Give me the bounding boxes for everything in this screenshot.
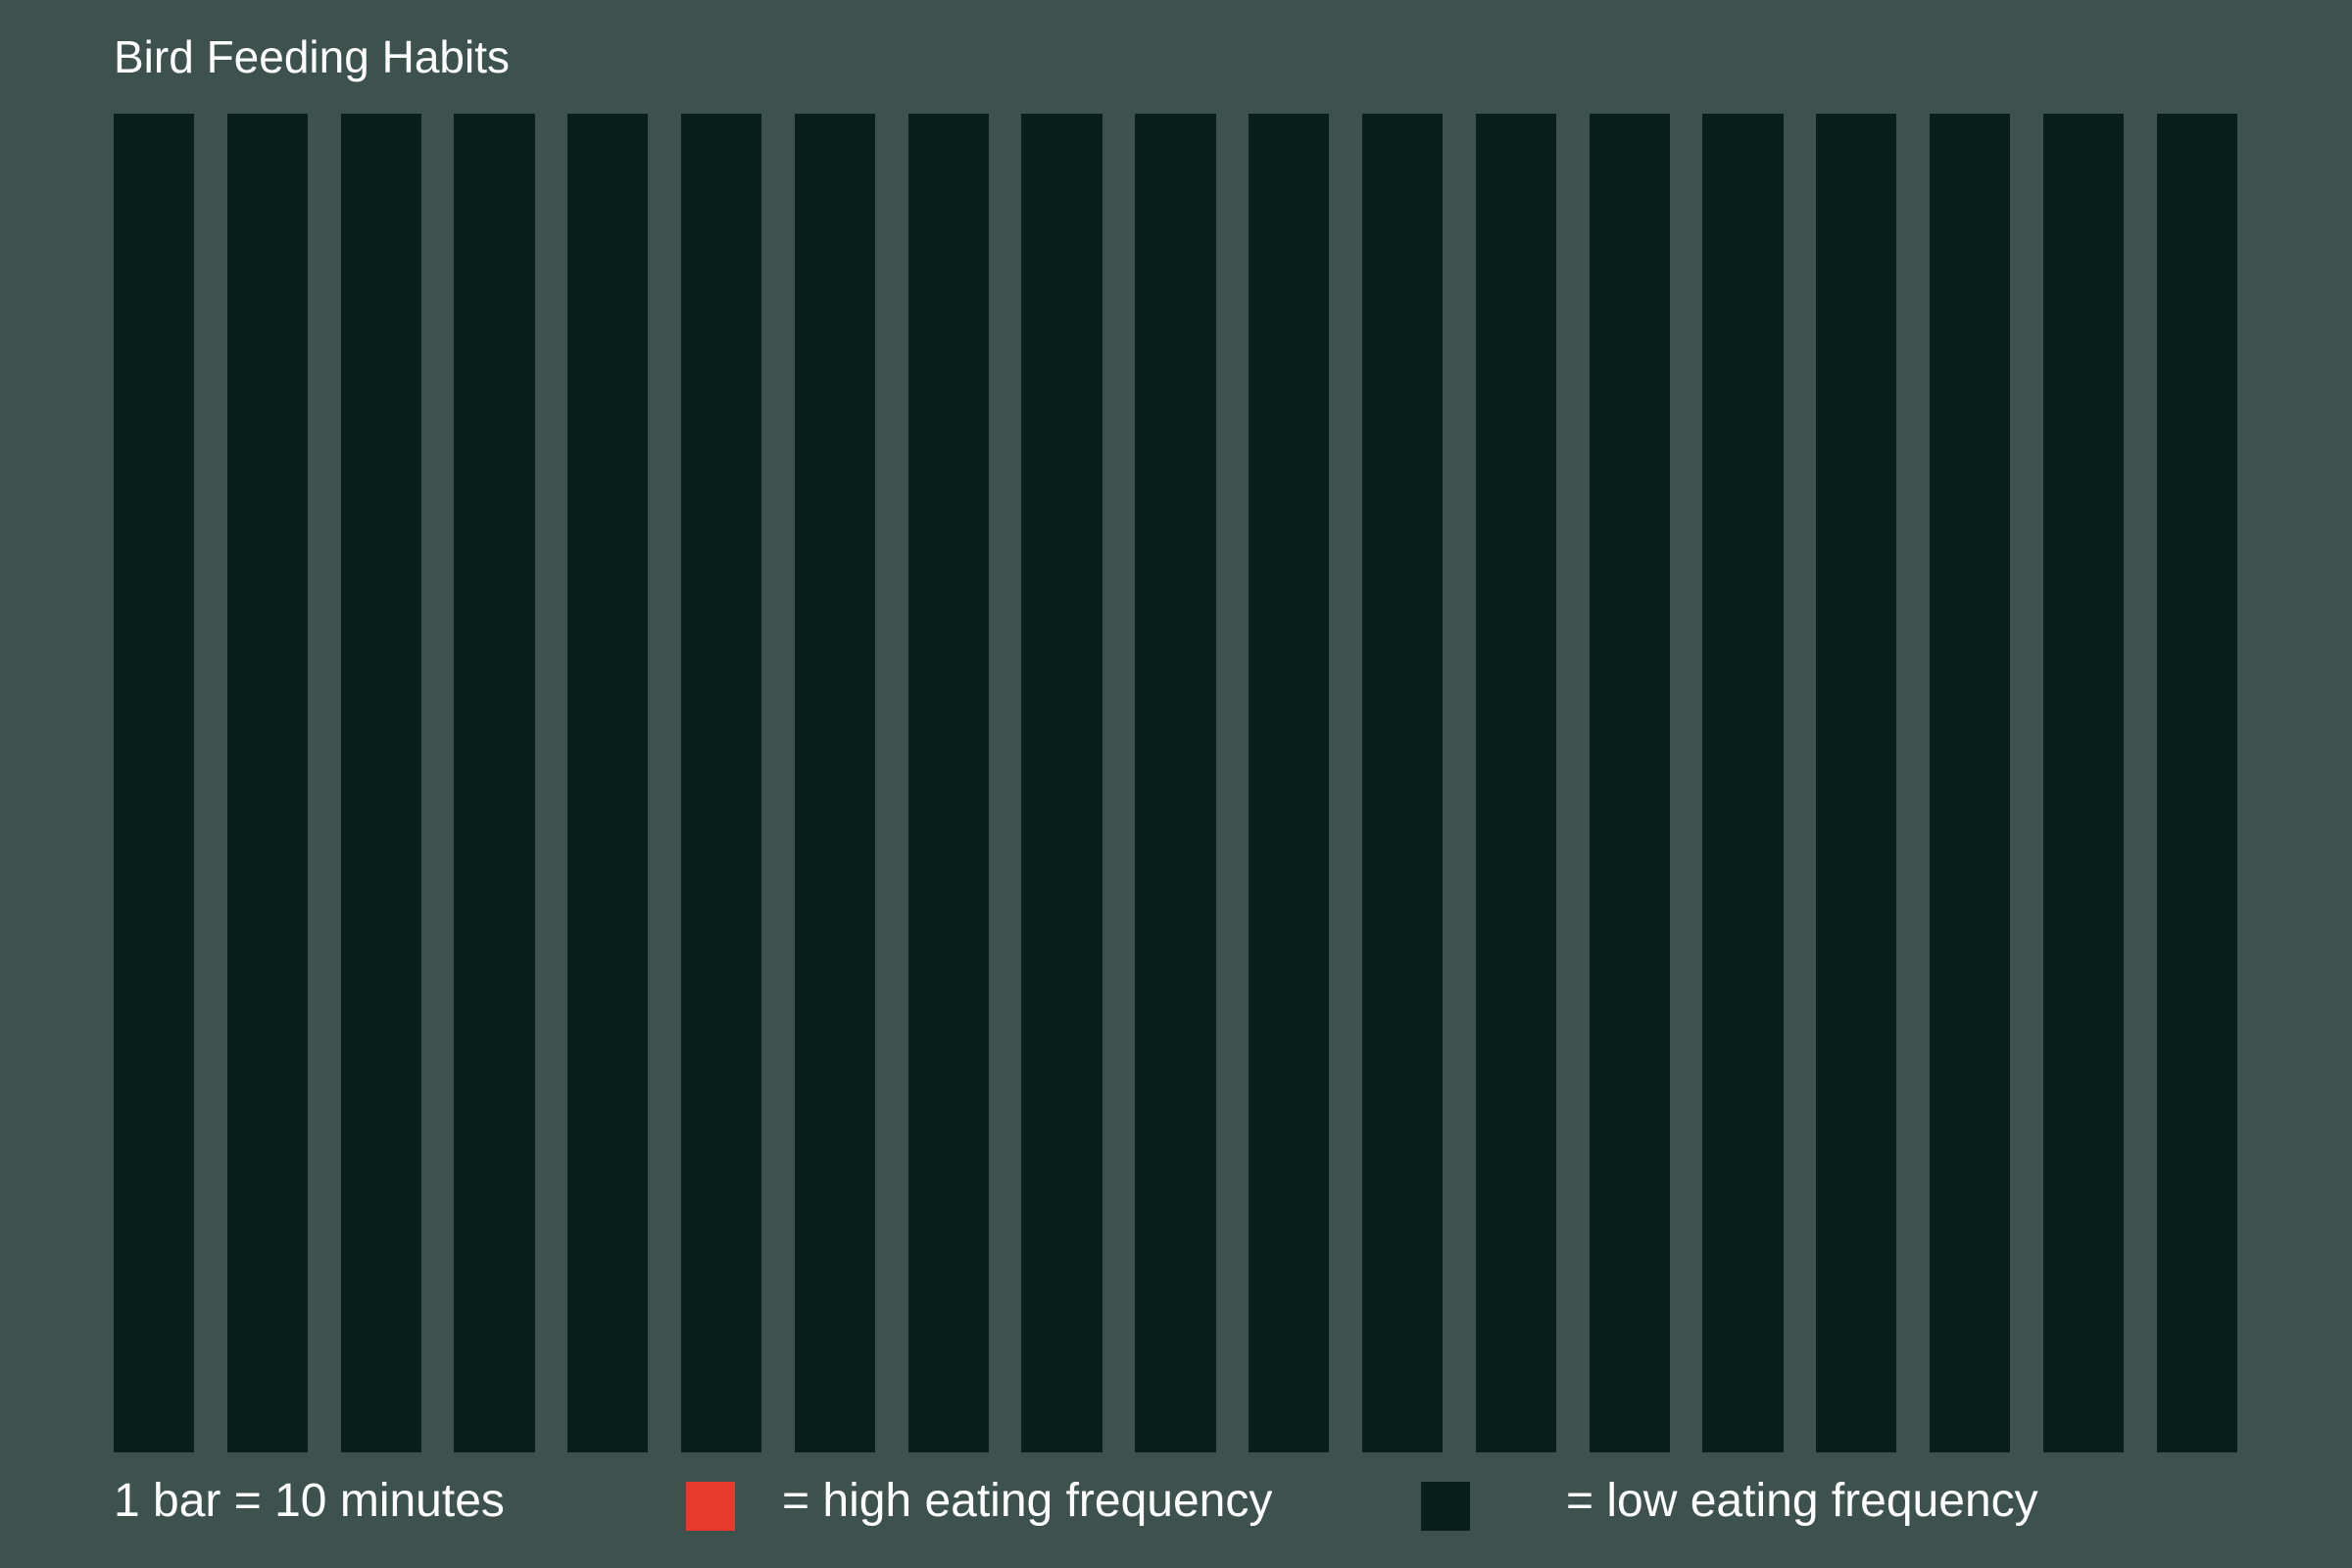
- bar-12: [1361, 114, 1444, 1452]
- bar-7: [794, 114, 876, 1452]
- bar-8: [907, 114, 989, 1452]
- bar-10: [1135, 114, 1216, 1452]
- bar-18: [2042, 114, 2125, 1452]
- bar-3: [340, 114, 421, 1452]
- bar-5: [567, 114, 649, 1452]
- bar-6: [681, 114, 762, 1452]
- chart-title: Bird Feeding Habits: [114, 31, 510, 82]
- bar-15: [1702, 114, 1784, 1452]
- bar-17: [1929, 114, 2011, 1452]
- bar-2: [226, 114, 309, 1452]
- bar-4: [454, 114, 535, 1452]
- bar-16: [1816, 114, 1897, 1452]
- bar-13: [1475, 114, 1556, 1452]
- bar-14: [1589, 114, 1670, 1452]
- bar-9: [1021, 114, 1102, 1452]
- bar-1: [114, 114, 195, 1452]
- bar-11: [1249, 114, 1330, 1452]
- bar-19: [2156, 114, 2237, 1452]
